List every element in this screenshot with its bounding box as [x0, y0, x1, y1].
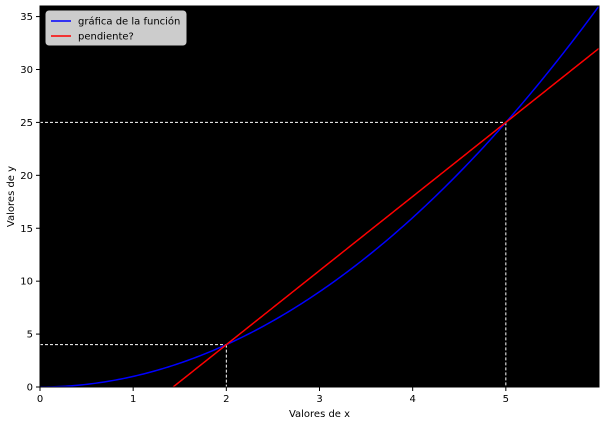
guide-lines — [40, 121, 507, 387]
y-tick-label: 35 — [20, 12, 33, 23]
x-axis: 0 1 2 3 4 5 — [37, 387, 509, 405]
legend: gráfica de la función pendiente? — [45, 10, 187, 46]
legend-box — [45, 10, 187, 46]
y-tick-label: 5 — [27, 330, 33, 341]
y-tick-label: 15 — [20, 224, 33, 235]
y-tick-label: 10 — [20, 277, 33, 288]
x-tick-label: 4 — [409, 394, 415, 405]
series-line-1 — [172, 47, 599, 387]
x-tick-label: 0 — [37, 394, 43, 405]
x-axis-label: Valores de x — [289, 409, 350, 420]
x-tick-label: 2 — [223, 394, 229, 405]
y-tick-label: 30 — [20, 65, 33, 76]
series-layer — [40, 6, 599, 387]
y-tick-label: 20 — [20, 171, 33, 182]
x-tick-label: 3 — [316, 394, 322, 405]
x-tick-label: 1 — [130, 394, 136, 405]
y-tick-label: 25 — [20, 118, 33, 129]
y-axis: 0 5 10 15 20 25 30 35 — [20, 12, 40, 394]
legend-label: pendiente? — [78, 32, 134, 43]
y-axis-label: Valores de y — [6, 166, 17, 227]
x-tick-label: 5 — [503, 394, 509, 405]
legend-label: gráfica de la función — [78, 16, 180, 28]
plot-area — [40, 6, 599, 387]
y-tick-label: 0 — [27, 383, 33, 394]
